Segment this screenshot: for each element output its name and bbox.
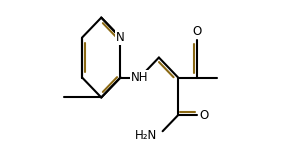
Text: H₂N: H₂N [135,129,157,142]
Text: N: N [116,31,125,44]
Text: NH: NH [131,71,149,84]
Text: O: O [193,25,202,38]
Text: O: O [199,109,208,122]
